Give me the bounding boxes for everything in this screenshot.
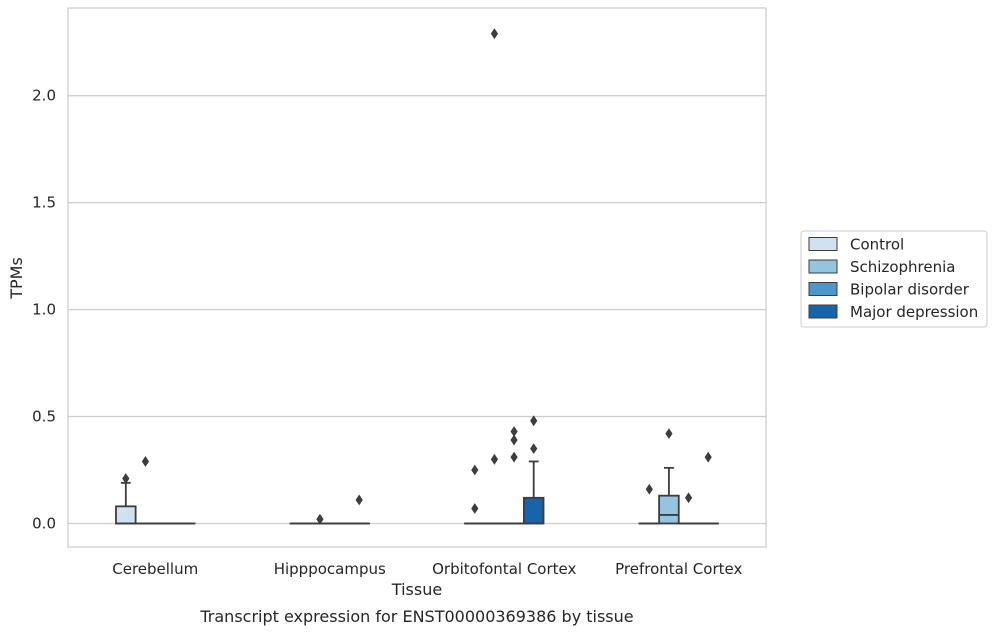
y-tick-label: 0.5 xyxy=(32,408,56,426)
outlier-point xyxy=(510,434,518,446)
grid-lines xyxy=(68,95,766,525)
box-body xyxy=(658,494,680,525)
outlier-points xyxy=(122,28,712,525)
outlier-point xyxy=(316,513,324,525)
outlier-point xyxy=(645,483,653,495)
legend-label: Bipolar disorder xyxy=(850,281,970,299)
legend-swatch xyxy=(808,237,838,251)
box-series xyxy=(115,460,719,525)
legend-swatch xyxy=(808,304,838,319)
legend-label: Control xyxy=(850,236,904,254)
outlier-point xyxy=(530,443,538,455)
outlier-point xyxy=(510,451,518,463)
x-tick-label: Cerebellum xyxy=(112,560,198,578)
legend: Control Schizophrenia Bipolar disorder Majo… xyxy=(800,230,988,328)
outlier-point xyxy=(355,494,363,506)
outlier-point xyxy=(141,456,150,467)
x-tick-label: Prefrontal Cortex xyxy=(615,560,742,578)
legend-swatch xyxy=(808,282,838,296)
y-tick-label: 1.0 xyxy=(32,301,56,319)
legend-swatch xyxy=(808,259,838,274)
box-schizophrenia xyxy=(658,466,680,525)
y-tick-label: 0.0 xyxy=(32,514,56,532)
outlier-point xyxy=(122,473,130,484)
legend-frame xyxy=(800,230,988,328)
outlier-point xyxy=(490,453,499,465)
x-axis-ticks: Cerebellum Hipppocampus Orbitofontal Corte… xyxy=(112,560,742,578)
x-tick-label: Orbitofontal Cortex xyxy=(432,560,576,578)
outlier-point xyxy=(665,428,673,440)
outlier-point xyxy=(471,503,479,514)
legend-label: Major depression xyxy=(850,303,978,321)
y-tick-label: 1.5 xyxy=(32,194,56,212)
outlier-point xyxy=(704,451,712,463)
outlier-point xyxy=(471,464,479,476)
box-major-depression xyxy=(522,460,545,525)
legend-label: Schizophrenia xyxy=(850,258,955,276)
outlier-point xyxy=(490,28,499,40)
outlier-point xyxy=(530,415,538,427)
y-axis-label: TPMs xyxy=(7,257,26,300)
y-tick-label: 2.0 xyxy=(32,87,56,105)
y-axis-ticks: 0.0 0.5 1.0 1.5 2.0 xyxy=(32,87,56,533)
chart-caption: Transcript expression for ENST0000036938… xyxy=(199,607,633,626)
outlier-point xyxy=(684,492,693,504)
plot-frame xyxy=(67,7,767,548)
box-body xyxy=(115,505,137,525)
box-control xyxy=(115,481,137,525)
outlier-point xyxy=(510,426,518,437)
x-tick-label: Hipppocampus xyxy=(274,560,386,578)
box-body xyxy=(522,496,545,525)
x-axis-label: Tissue xyxy=(391,580,442,599)
